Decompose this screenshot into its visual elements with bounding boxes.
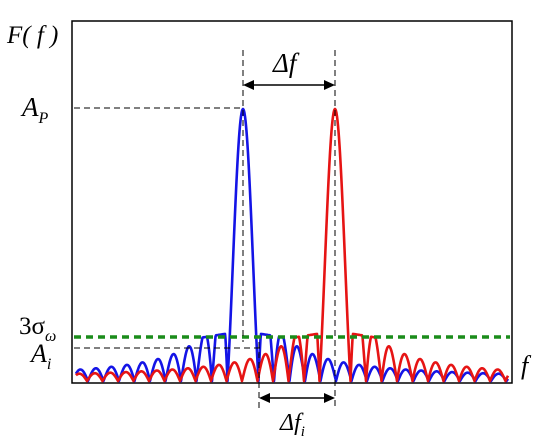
peak-separation-label: Δf — [272, 48, 300, 78]
threshold-label: 3σω — [19, 313, 56, 345]
plot-frame — [71, 20, 513, 384]
interference-offset-sub: i — [301, 424, 305, 440]
spectrum-curve-2 — [75, 107, 510, 383]
spectrum-curve-1 — [74, 107, 510, 383]
guide-lines — [74, 50, 336, 410]
interference-offset-main: Δf — [279, 410, 304, 436]
interference-offset-label: Δfi — [279, 410, 305, 440]
peak-amplitude-label: AP — [20, 92, 49, 127]
sidelobe-amplitude-main: A — [29, 339, 47, 368]
peak-amplitude-sub: P — [38, 110, 49, 127]
threshold-main: 3σ — [19, 313, 46, 340]
peak-amplitude-main: A — [20, 92, 39, 122]
peak-separation-arrow — [243, 80, 335, 90]
x-axis-label: f — [521, 351, 532, 380]
threshold-sub: ω — [45, 328, 56, 345]
y-axis-label: F( f ) — [6, 22, 58, 49]
sidelobe-amplitude-label: Ai — [29, 339, 51, 373]
sidelobe-amplitude-sub: i — [47, 356, 51, 373]
interference-offset-arrow — [259, 393, 335, 403]
